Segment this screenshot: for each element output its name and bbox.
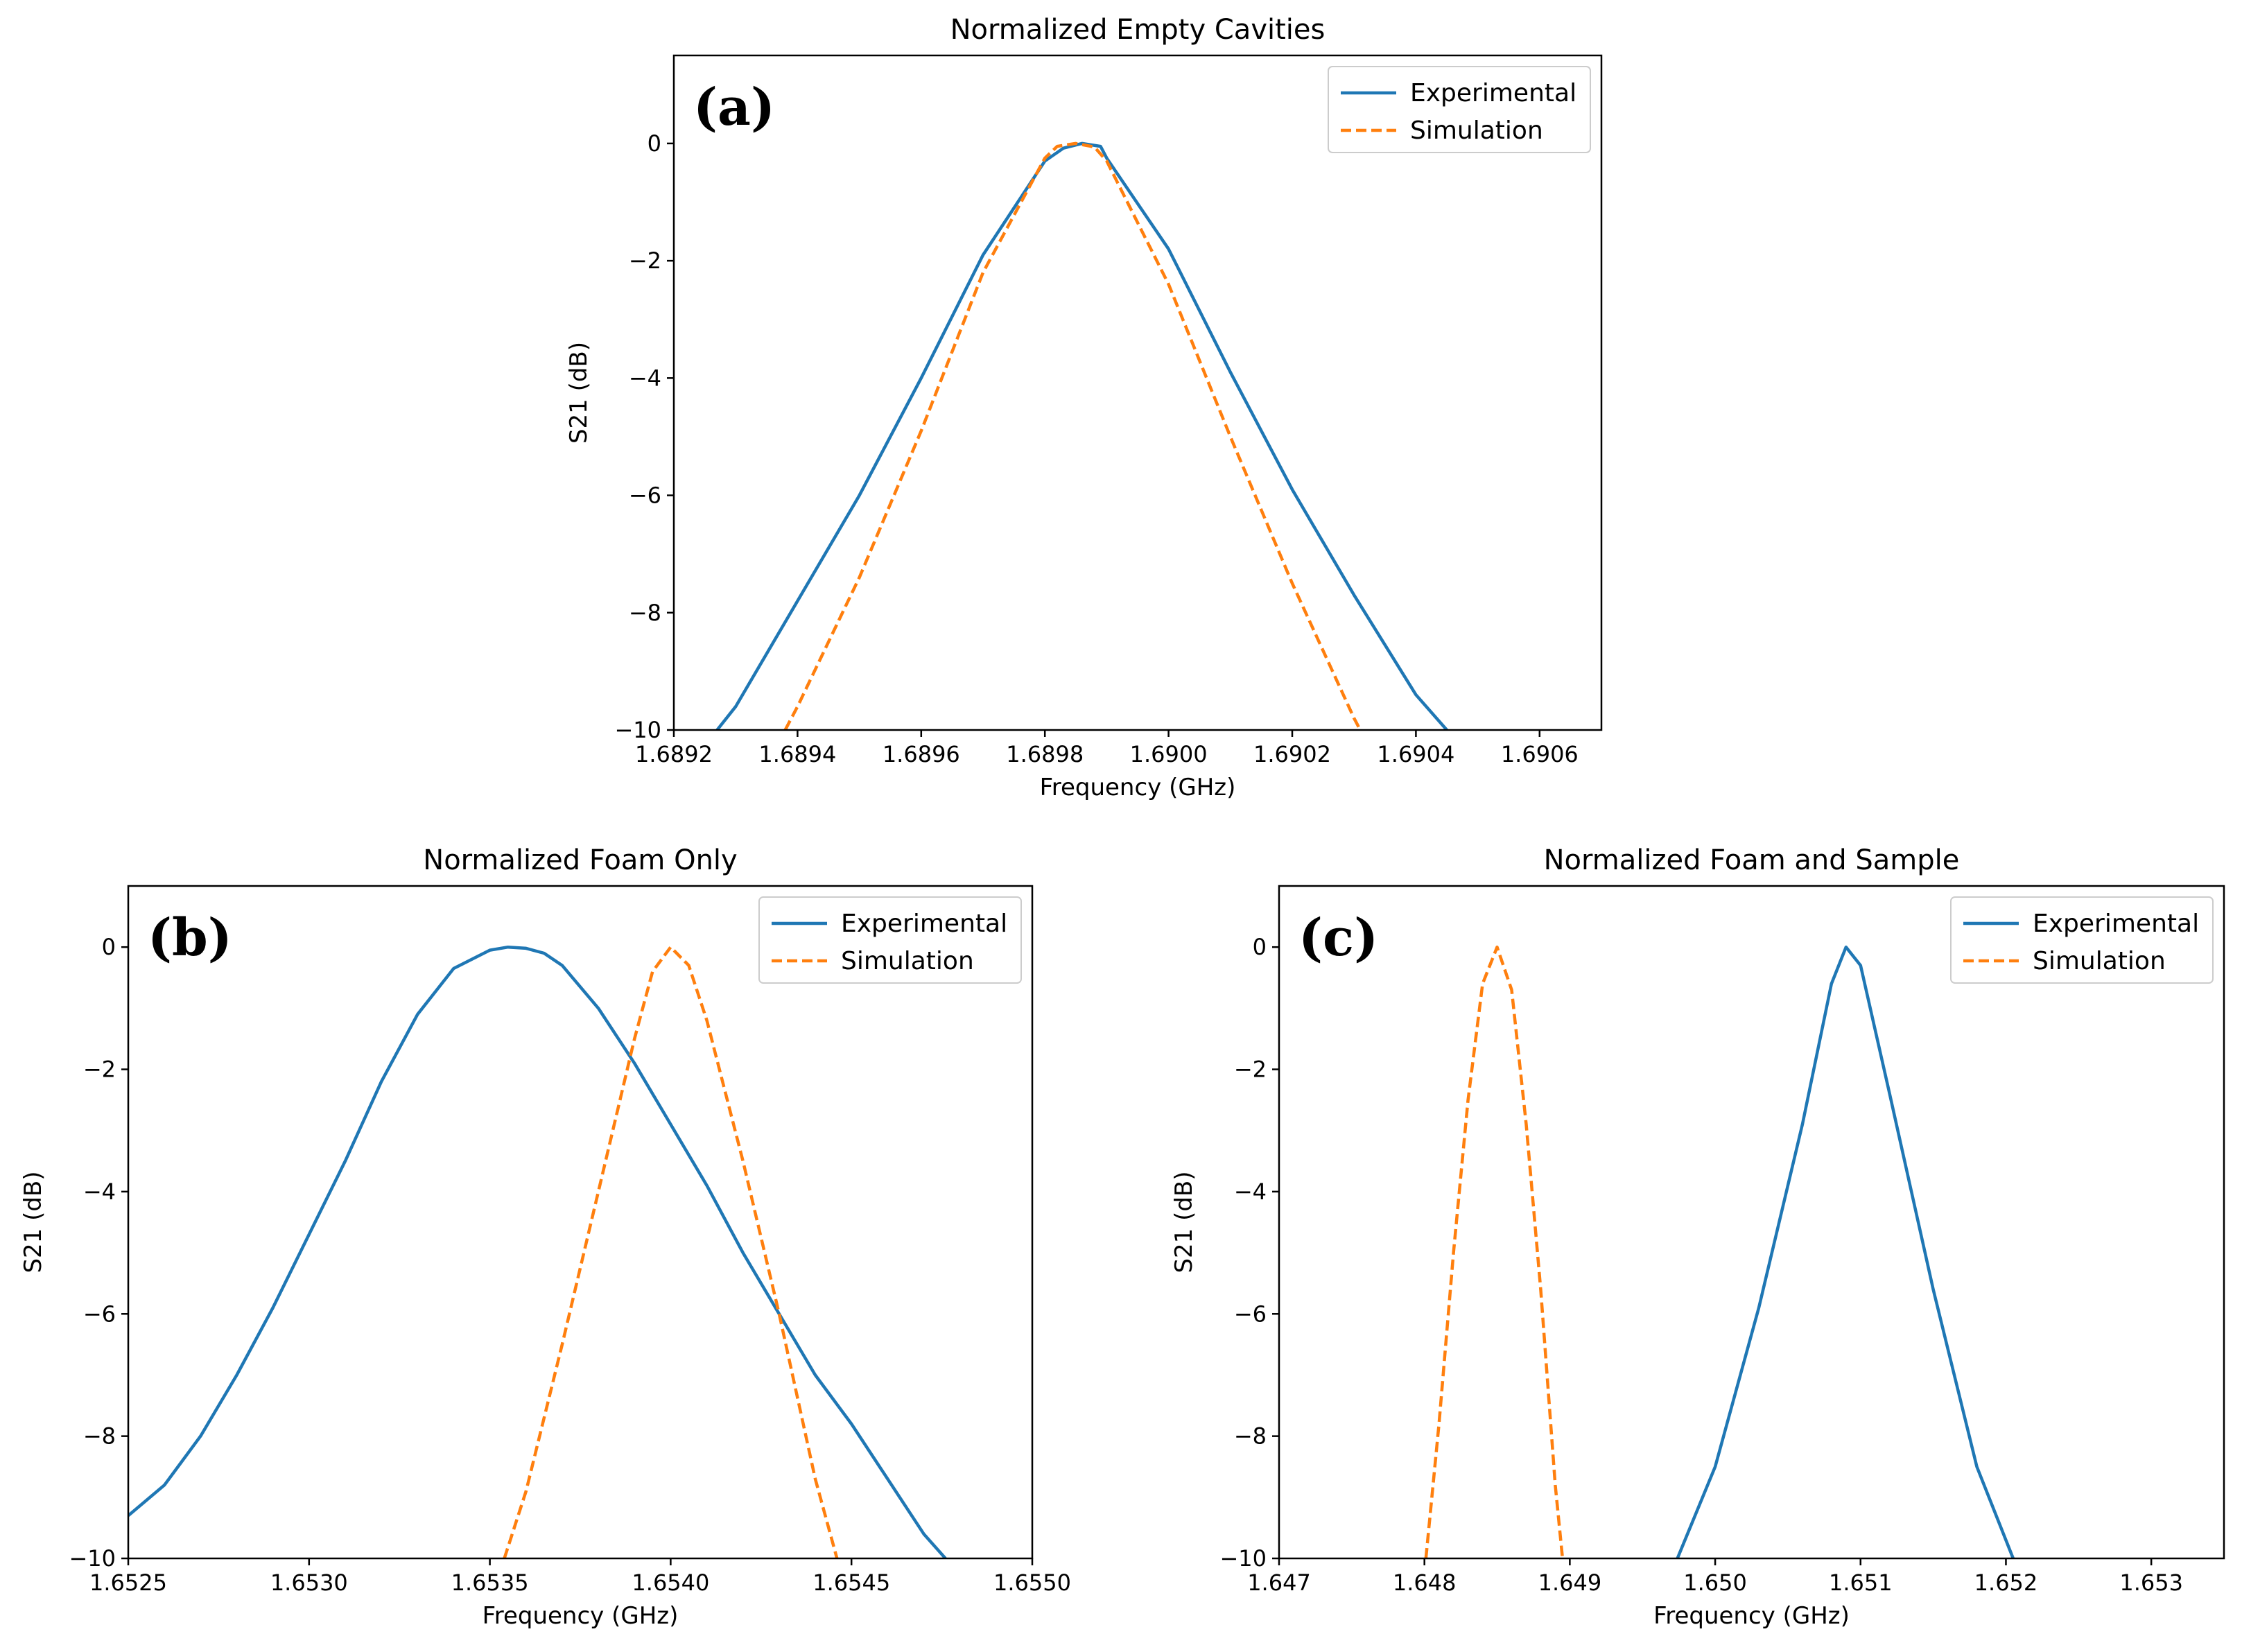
y-tick-label: 0: [102, 934, 116, 960]
legend: Experimental Simulation: [1950, 896, 2214, 984]
x-tick-label: 1.653: [2119, 1570, 2183, 1596]
x-tick-label: 1.6904: [1377, 741, 1454, 767]
y-axis-label: S21 (dB): [565, 342, 593, 444]
x-tick-label: 1.6898: [1006, 741, 1084, 767]
x-tick-label: 1.6906: [1501, 741, 1579, 767]
y-tick-label: −8: [629, 600, 661, 626]
y-tick-label: 0: [1253, 934, 1267, 960]
legend-label-experimental: Experimental: [841, 910, 1007, 938]
x-tick-label: 1.650: [1683, 1570, 1747, 1596]
x-tick-label: 1.6892: [635, 741, 713, 767]
y-axis-label: S21 (dB): [19, 1171, 47, 1273]
x-tick-label: 1.6545: [812, 1570, 890, 1596]
panel-label: (b): [148, 908, 232, 968]
x-tick-label: 1.649: [1538, 1570, 1602, 1596]
x-tick-label: 1.651: [1829, 1570, 1893, 1596]
legend: Experimental Simulation: [758, 896, 1022, 984]
y-tick-label: −8: [83, 1423, 116, 1450]
y-tick-label: −4: [83, 1179, 116, 1205]
x-tick-label: 1.6525: [89, 1570, 167, 1596]
x-tick-label: 1.6900: [1130, 741, 1208, 767]
series-line-experimental: [1676, 945, 2015, 1558]
y-tick-label: −4: [1234, 1179, 1267, 1205]
y-tick-label: −4: [629, 365, 661, 391]
x-tick-label: 1.6902: [1253, 741, 1331, 767]
y-axis-label: S21 (dB): [1170, 1171, 1198, 1273]
series-line-experimental: [128, 945, 947, 1558]
x-axis-label: Frequency (GHz): [483, 1602, 679, 1630]
y-tick-label: 0: [648, 130, 661, 157]
y-tick-label: −6: [629, 482, 661, 509]
series-line-simulation: [1424, 945, 1565, 1558]
y-tick-label: −2: [1234, 1057, 1267, 1083]
series-line-simulation: [783, 141, 1362, 730]
plot-frame: [127, 885, 1034, 1560]
panel-b: Normalized Foam Only 1.6525 1.6530 1.6535 1.…: [19, 844, 1071, 1630]
panel-a: Normalized Empty Cavities 1.6892 1.6894 1.6…: [565, 14, 1603, 801]
y-tick-label: −6: [1234, 1301, 1267, 1327]
y-tick-label: −6: [83, 1301, 116, 1327]
x-tick-label: 1.647: [1247, 1570, 1311, 1596]
legend: Experimental Simulation: [1328, 66, 1591, 153]
x-tick-label: 1.6896: [883, 741, 960, 767]
legend-label-experimental: Experimental: [1410, 79, 1576, 107]
x-tick-label: 1.6550: [993, 1570, 1071, 1596]
x-tick-label: 1.6530: [270, 1570, 348, 1596]
y-tick-label: −2: [83, 1057, 116, 1083]
y-tick-label: −10: [1219, 1545, 1267, 1572]
panel-label: (a): [693, 78, 775, 137]
x-tick-label: 1.6894: [758, 741, 836, 767]
x-tick-label: 1.6540: [632, 1570, 709, 1596]
chart-title: Normalized Foam and Sample: [1544, 844, 1960, 876]
legend-label-simulation: Simulation: [841, 947, 974, 975]
series-line-simulation: [503, 945, 839, 1558]
chart-title: Normalized Empty Cavities: [950, 14, 1326, 46]
series-line-experimental: [715, 141, 1448, 730]
x-axis-label: Frequency (GHz): [1653, 1602, 1850, 1630]
y-tick-label: −8: [1234, 1423, 1267, 1450]
y-tick-label: −10: [69, 1545, 116, 1572]
panel-c: Normalized Foam and Sample 1.647 1.648 1.64…: [1170, 844, 2225, 1630]
panel-label: (c): [1298, 908, 1378, 968]
x-tick-label: 1.648: [1393, 1570, 1457, 1596]
chart-title: Normalized Foam Only: [423, 844, 737, 876]
x-tick-label: 1.6535: [451, 1570, 529, 1596]
plot-frame: [672, 54, 1603, 731]
y-tick-label: −2: [629, 247, 661, 274]
legend-label-simulation: Simulation: [1410, 116, 1543, 145]
y-tick-label: −10: [614, 717, 661, 743]
x-axis-label: Frequency (GHz): [1040, 774, 1236, 801]
legend-label-simulation: Simulation: [2033, 947, 2166, 975]
legend-label-experimental: Experimental: [2033, 910, 2199, 938]
x-tick-label: 1.652: [1974, 1570, 2038, 1596]
plot-frame: [1278, 885, 2225, 1560]
